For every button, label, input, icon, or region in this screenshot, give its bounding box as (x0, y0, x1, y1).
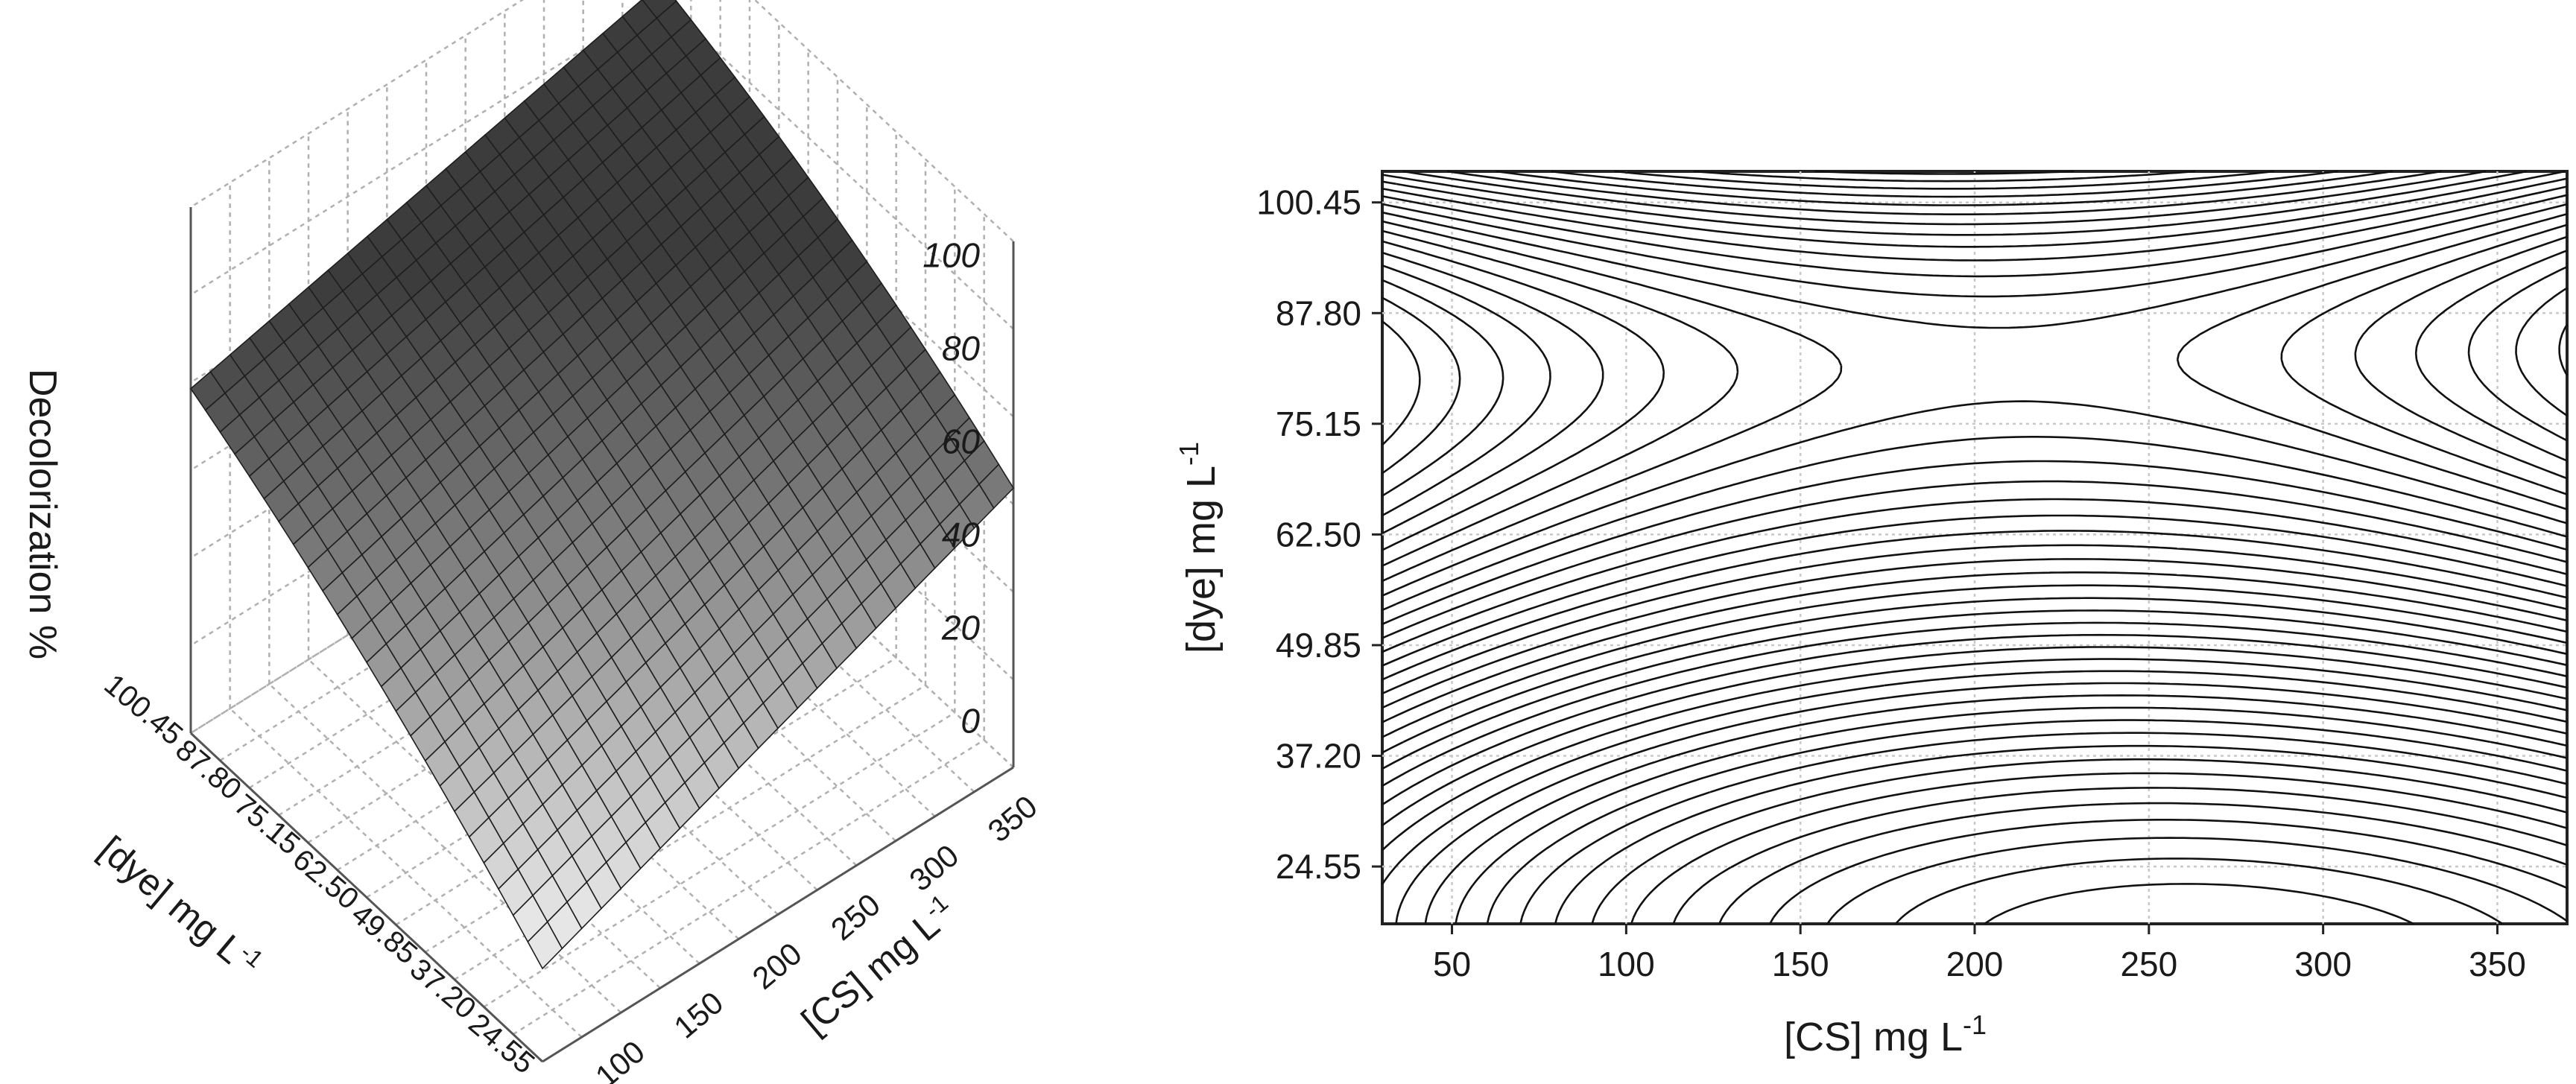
z-tick-label: 0 (961, 702, 980, 741)
y-tick-label: 87.80 (1276, 294, 1361, 332)
contour-line (1382, 170, 2568, 738)
contour-line (1591, 758, 2568, 925)
wall-gridline (190, 437, 1014, 768)
contour-plot: 50 100 150 200 250 300 350 100.45 87.80 75.15 62.5… (1174, 170, 2569, 1059)
x-tick-label: 300 (2294, 945, 2352, 983)
contour-line (1382, 621, 2568, 787)
x-tick-label: 200 (1946, 945, 2004, 983)
contour-line (1382, 177, 2568, 639)
contour-line (1382, 320, 1421, 446)
y-tick-label: 24.55 (1276, 847, 1361, 886)
y-tick-label: 100.45 (1256, 183, 1361, 222)
z-tick-label: 80 (942, 329, 981, 368)
contour-line (1769, 819, 2568, 925)
y-tick-label: 62.50 (1276, 515, 1361, 554)
dye-tick-label: 37.20 (404, 952, 482, 1025)
contour-line (1382, 170, 2568, 681)
cs-tick-label: 100 (589, 1034, 651, 1084)
y-axis-title: [dye] mg L-1 (1174, 442, 1224, 653)
contour-line (1382, 203, 2568, 597)
cs-tick-label: 350 (981, 788, 1044, 849)
contour-line (1382, 170, 2568, 667)
contour-line (1382, 170, 2568, 723)
contour-line (1826, 837, 2568, 925)
y-tick-label: 37.20 (1276, 737, 1361, 776)
dye-tick-label: 62.50 (287, 843, 365, 916)
z-tick-label: 100 (923, 236, 980, 275)
contour-line (1382, 213, 2568, 583)
wall-gridline (190, 0, 1014, 330)
cs-tick-label: 250 (824, 887, 887, 947)
z-tick-label: 20 (941, 609, 981, 647)
contour-line (1382, 264, 2568, 517)
dye-tick-label: 75.15 (228, 788, 306, 861)
x-tick-label: 250 (2120, 945, 2177, 983)
contour-line (1382, 186, 2568, 625)
surface-plot: 100806040200100.4587.8075.1562.5049.8537… (21, 0, 1044, 1084)
contour-lines (1381, 170, 2569, 925)
dye-tick-label: 87.80 (169, 733, 247, 806)
box-edge (189, 732, 544, 1063)
y-tick-label: 49.85 (1276, 626, 1361, 665)
wall-gridline (190, 0, 1014, 242)
contour-line (1382, 170, 2568, 695)
x-tick-label: 350 (2469, 945, 2526, 983)
contour-line (1486, 719, 2568, 925)
x-tick-label: 100 (1598, 945, 1655, 983)
z-axis-title: Decolorization % (21, 369, 64, 659)
contour-line (1382, 224, 2568, 567)
contour-line (1672, 787, 2568, 925)
contour-line (1894, 858, 2504, 925)
dye-tick-label: 49.85 (345, 898, 423, 971)
y-tick-label: 75.15 (1276, 405, 1361, 443)
cs-tick-label: 200 (746, 936, 808, 996)
contour-line (1382, 633, 2568, 806)
x-tick-label: 150 (1772, 945, 1829, 983)
contour-line (1382, 170, 2568, 770)
contour-line (1382, 170, 2568, 653)
contour-axis-ticks: 50 100 150 200 250 300 350 100.45 87.80 75.15 62.5… (1256, 183, 2526, 983)
contour-gridlines (1382, 171, 2567, 924)
contour-line (1395, 682, 2568, 925)
contour-line (1382, 194, 2568, 611)
contour-line (1455, 706, 2568, 925)
contour-line (1381, 670, 2568, 885)
contour-line (1382, 279, 2568, 497)
dye-axis-title: [dye] mg L-1 (92, 827, 269, 986)
response-surface (189, 0, 1015, 970)
contour-line (1382, 170, 2568, 754)
contour-line (1382, 658, 2568, 852)
contour-line (1382, 250, 2568, 535)
z-tick-label: 60 (942, 422, 981, 461)
surface-patch (527, 921, 563, 970)
floor-gridline (483, 711, 955, 1008)
contour-line (1519, 732, 2568, 925)
z-tick-label: 40 (942, 516, 981, 554)
dye-tick-label: 24.55 (463, 1007, 541, 1080)
contour-line (1718, 802, 2568, 925)
contour-line (1382, 297, 2569, 475)
contour-line (1984, 883, 2414, 925)
contour-line (1554, 744, 2568, 925)
dye-tick-label: 100.45 (98, 668, 189, 752)
contour-line (1382, 235, 2568, 551)
contour-line (1630, 772, 2568, 925)
contour-line (1382, 646, 2568, 827)
box-edge (542, 766, 1014, 1063)
contour-line (1424, 694, 2568, 925)
cs-tick-label: 300 (902, 837, 965, 898)
contour-line (1382, 170, 2568, 709)
x-axis-title: [CS] mg L-1 (1784, 1009, 1987, 1059)
x-tick-label: 50 (1433, 945, 1471, 983)
cs-tick-label: 150 (667, 985, 730, 1045)
